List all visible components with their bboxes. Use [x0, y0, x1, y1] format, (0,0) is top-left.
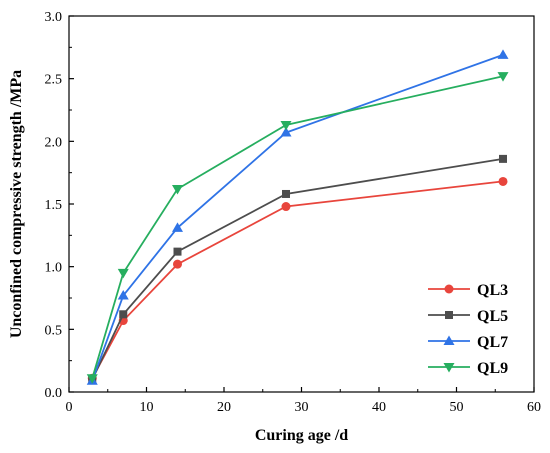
series-ql7	[86, 49, 509, 385]
series-line-ql9	[91, 75, 504, 379]
x-tick-label: 60	[527, 400, 541, 415]
data-point-ql9	[86, 374, 98, 384]
x-axis: 0 10 20 30 40 50 60	[66, 387, 541, 415]
legend-item-ql5: QL5	[428, 308, 508, 325]
legend-label-ql7: QL7	[477, 334, 508, 351]
data-point-ql5	[282, 189, 290, 198]
data-point-ql3	[281, 202, 291, 212]
legend-marker-ql7	[443, 335, 455, 345]
x-tick-label: 50	[450, 400, 464, 415]
y-axis-title: Unconfined compressive strength /MPa	[8, 70, 25, 338]
data-point-ql3	[498, 176, 508, 186]
legend-item-ql9: QL9	[428, 360, 508, 377]
series-ql9	[86, 72, 509, 384]
y-tick-label: 2.0	[45, 135, 63, 150]
legend: QL3 QL5 QL7 QL9	[428, 282, 508, 377]
data-point-ql5	[173, 247, 182, 256]
series-layer	[86, 49, 509, 385]
data-point-ql3	[173, 259, 182, 269]
data-point-ql9	[117, 268, 129, 279]
x-tick-label: 0	[66, 400, 73, 415]
y-axis: 0.0 0.5 1.0 1.5 2.0 2.5 3.0	[45, 10, 74, 401]
legend-marker-ql5	[445, 311, 453, 319]
data-point-ql5	[499, 154, 507, 163]
legend-item-ql7: QL7	[428, 334, 508, 351]
legend-label-ql5: QL5	[477, 308, 508, 325]
data-point-ql5	[119, 310, 128, 319]
x-tick-label: 20	[217, 400, 231, 415]
y-tick-label: 3.0	[45, 10, 63, 25]
data-point-ql9	[497, 72, 509, 82]
series-ql5	[88, 154, 507, 384]
series-line-ql7	[91, 54, 504, 382]
y-tick-label: 0.5	[45, 323, 63, 338]
series-line-ql5	[91, 158, 504, 380]
data-point-ql7	[497, 49, 509, 59]
legend-marker-ql9	[443, 363, 455, 373]
x-tick-label: 40	[372, 400, 386, 415]
legend-label-ql9: QL9	[477, 360, 508, 377]
y-tick-label: 1.5	[45, 198, 63, 213]
data-point-ql9	[280, 121, 292, 131]
series-ql3	[87, 176, 508, 383]
data-point-ql7	[280, 127, 292, 137]
legend-marker-ql3	[444, 284, 454, 294]
x-axis-title: Curing age /d	[255, 427, 348, 444]
y-tick-label: 0.0	[45, 386, 63, 401]
y-tick-label: 1.0	[45, 261, 63, 276]
data-point-ql9	[172, 184, 183, 195]
data-point-ql7	[172, 222, 183, 232]
x-tick-label: 10	[140, 400, 154, 415]
legend-label-ql3: QL3	[477, 282, 508, 299]
legend-item-ql3: QL3	[428, 282, 508, 299]
data-point-ql7	[117, 289, 129, 300]
x-tick-label: 30	[295, 400, 309, 415]
y-tick-label: 2.5	[45, 73, 63, 88]
